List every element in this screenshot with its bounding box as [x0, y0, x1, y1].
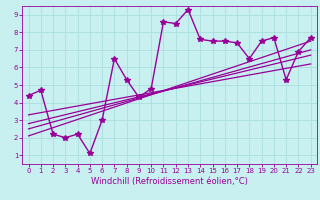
X-axis label: Windchill (Refroidissement éolien,°C): Windchill (Refroidissement éolien,°C) [91, 177, 248, 186]
